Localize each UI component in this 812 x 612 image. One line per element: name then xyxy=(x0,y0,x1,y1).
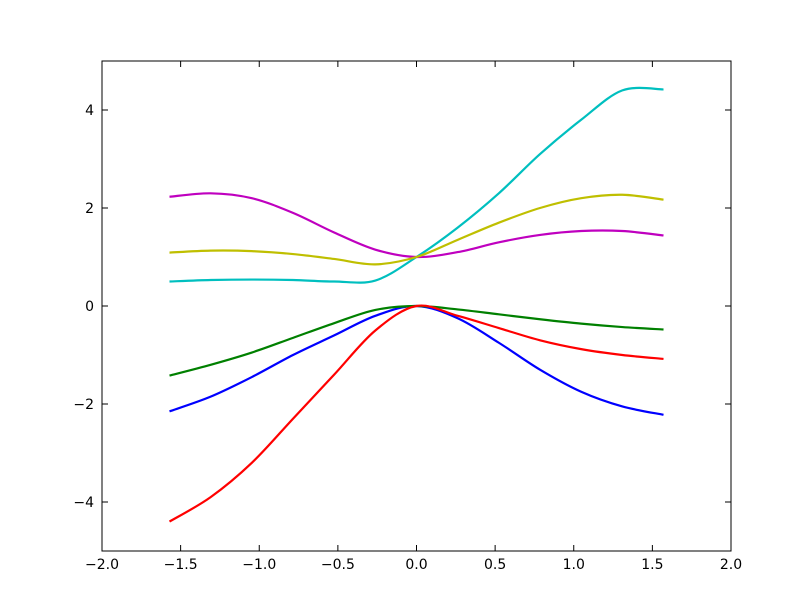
y-tick-label: −2 xyxy=(73,397,94,413)
x-tick-label: 0.0 xyxy=(405,557,427,573)
x-tick-label: 1.5 xyxy=(641,557,663,573)
x-tick-label: −1.5 xyxy=(164,557,198,573)
x-tick-label: −0.5 xyxy=(321,557,355,573)
x-tick-label: 2.0 xyxy=(720,557,742,573)
y-tick-label: 4 xyxy=(85,103,94,119)
x-tick-label: 1.0 xyxy=(563,557,585,573)
y-tick-label: 0 xyxy=(85,299,94,315)
series-line xyxy=(168,304,664,523)
x-tick-label: −2.0 xyxy=(85,557,119,573)
y-tick-label: −4 xyxy=(73,495,94,511)
x-tick-label: 0.5 xyxy=(484,557,506,573)
y-tick-label: 2 xyxy=(85,201,94,217)
x-tick-label: −1.0 xyxy=(242,557,276,573)
series-line xyxy=(169,193,664,266)
